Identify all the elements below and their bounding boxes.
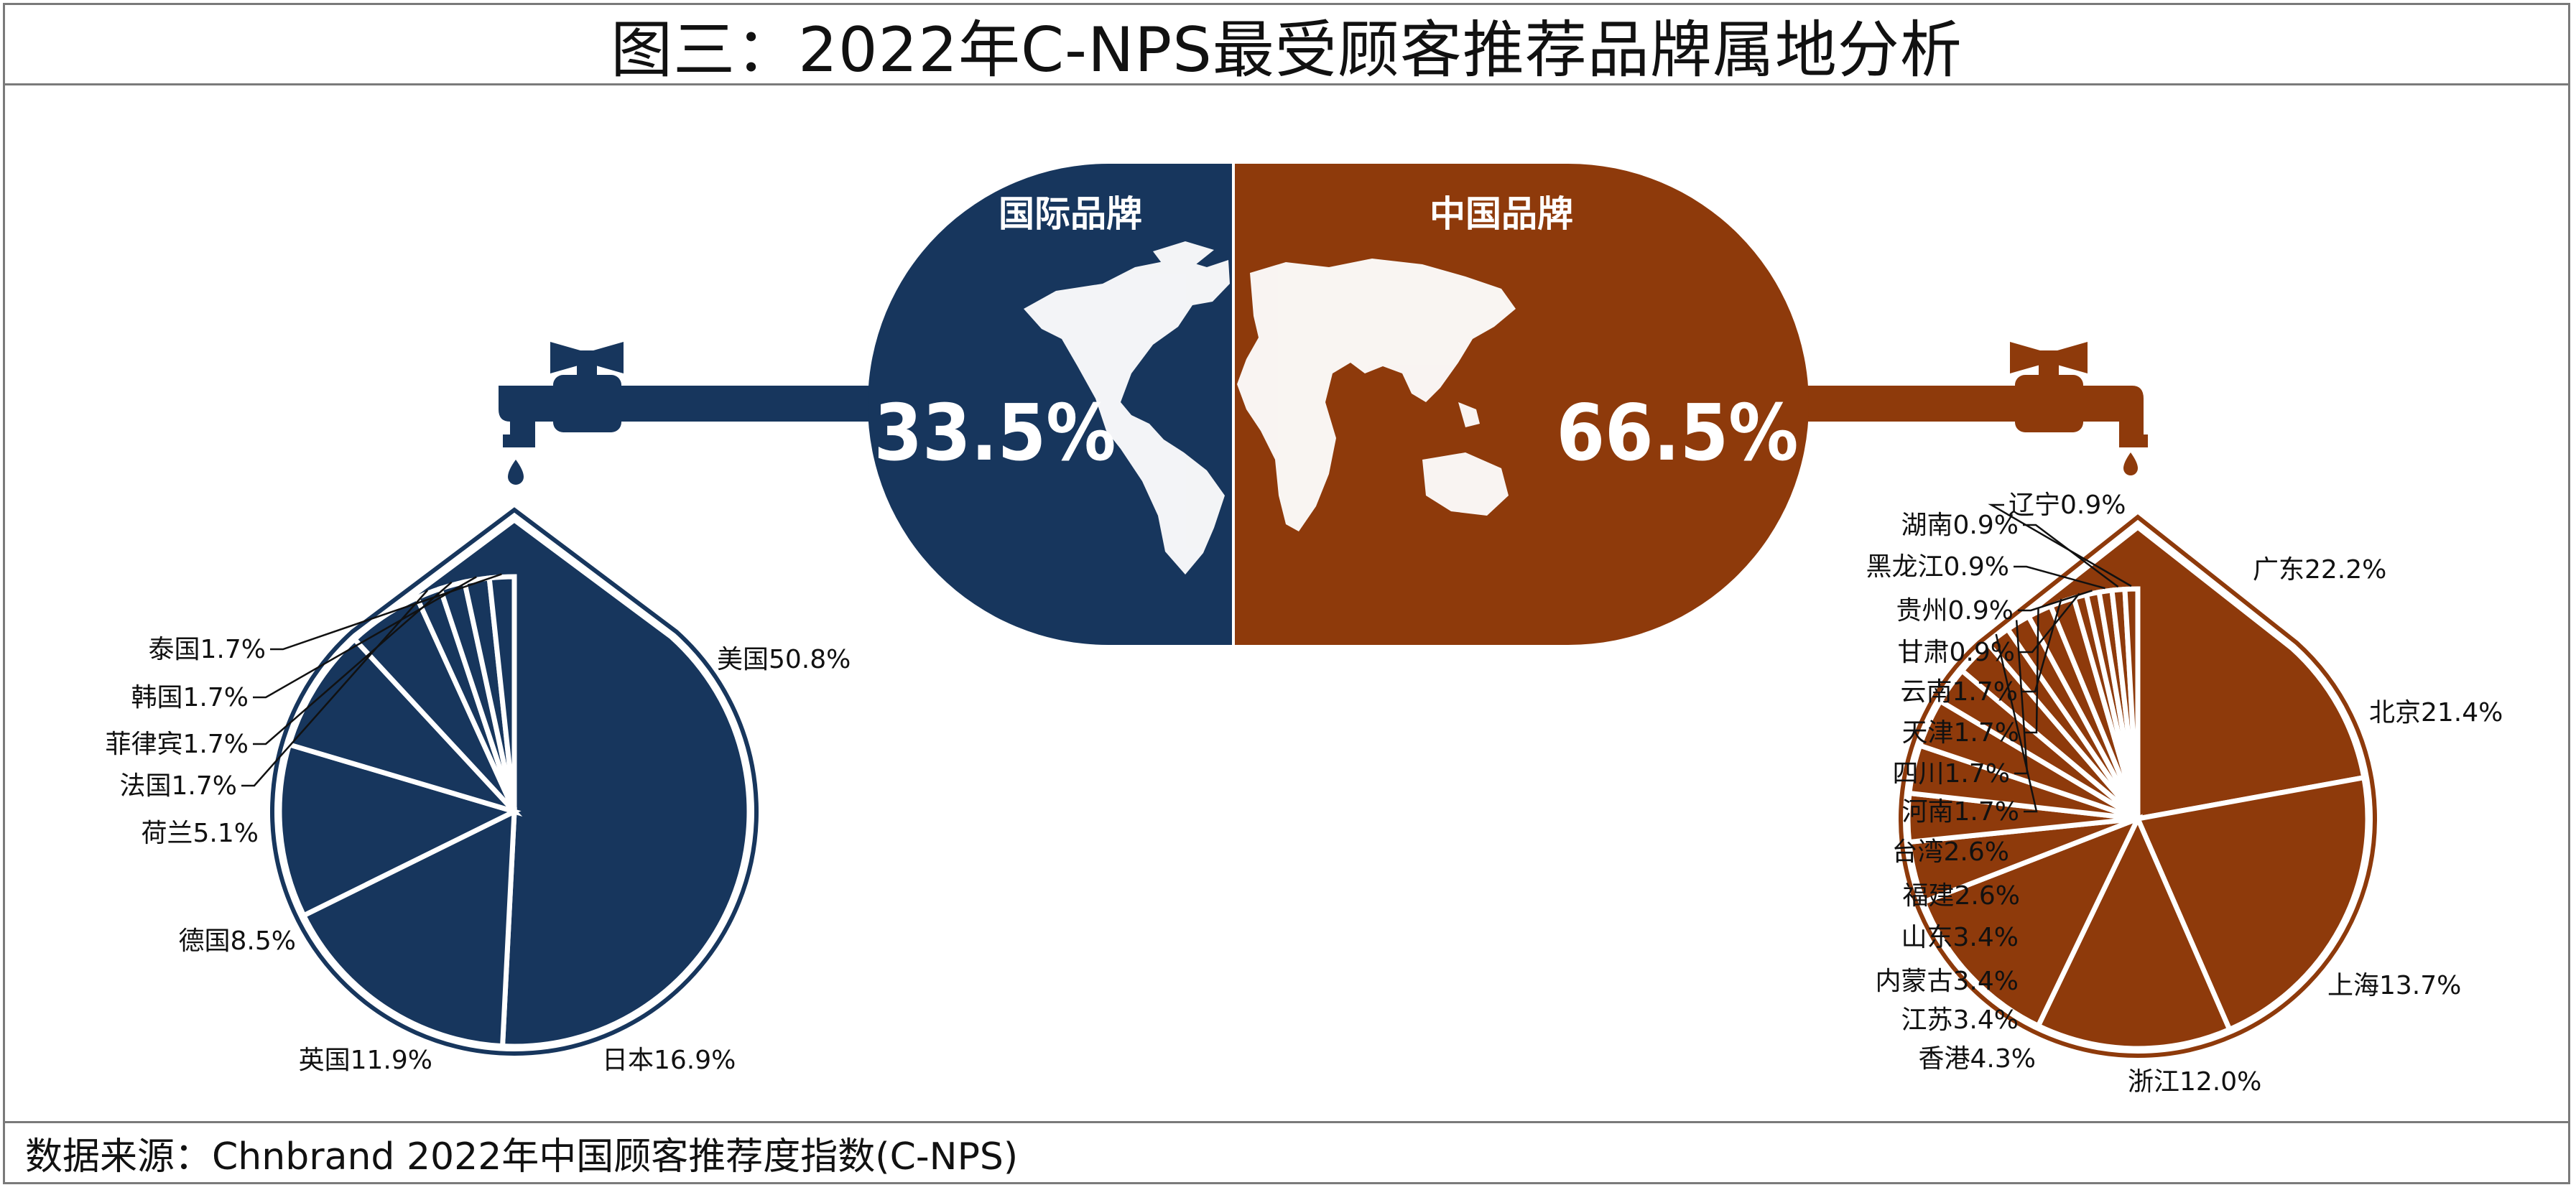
data-label-e6b996e58d97: 湖南0.9% <box>1901 511 2019 540</box>
leader-line <box>2022 598 2062 693</box>
chart-frame: 图三：2022年C-NPS最受顾客推荐品牌属地分析 数据来源：Chnbrand … <box>3 3 2570 1184</box>
data-label-e7a68fe5bbba: 福建2.6% <box>1903 881 2020 911</box>
pie-slice-e58c97e4baac <box>2134 774 2371 1033</box>
data-label-e6b3b0e59bbd: 泰国1.7% <box>149 635 266 664</box>
pie-slice-e88bb1e59bbd <box>277 741 522 919</box>
pie-slice-e4b88ae6b5b7 <box>2034 812 2233 1051</box>
data-label-e5a4a9e6b4a5: 天津1.7% <box>1902 718 2019 748</box>
data-label-e5b9bfe4b89c: 广东22.2% <box>2253 555 2386 585</box>
data-label-e58c97e4baac: 北京21.4% <box>2369 698 2503 728</box>
left-faucet-icon <box>499 342 884 485</box>
data-label-e99fa9e59bbd: 韩国1.7% <box>131 683 249 712</box>
left-percent: 33.5% <box>874 389 1116 478</box>
leader-line <box>2019 592 2080 654</box>
data-label-e5b1b1e4b89c: 山东3.4% <box>1901 923 2019 952</box>
leader-line <box>2024 608 2039 734</box>
data-label-e4b88ae6b5b7: 上海13.7% <box>2327 971 2461 1000</box>
data-label-e7be8ee59bbd: 美国50.8% <box>717 645 851 674</box>
pie-china: 广东22.2% 北京21.4% 上海13.7% 浙江12.0% 香港4.3% 江苏3.4%… <box>1866 491 2503 1097</box>
right-faucet-icon <box>1796 342 2148 475</box>
data-label-e9bb91e9be99e6b19f: 黑龙江0.9% <box>1866 552 2009 582</box>
data-label-e6b599e6b19f: 浙江12.0% <box>2128 1067 2261 1097</box>
leader-line <box>2014 565 2105 590</box>
data-label-e59b9be5b79d: 四川1.7% <box>1893 759 2010 789</box>
data-label-e8b4b5e5b79e: 贵州0.9% <box>1896 596 2014 626</box>
data-label-e4ba91e58d97: 云南1.7% <box>1901 677 2018 707</box>
pie-slice-e697a5e69cac <box>300 807 517 1049</box>
title-bar: 图三：2022年C-NPS最受顾客推荐品牌属地分析 <box>5 5 2568 86</box>
data-label-e9a699e6b8af: 香港4.3% <box>1919 1044 2036 1074</box>
data-label-e8bebde5ae81: 辽宁0.9% <box>2009 491 2126 520</box>
data-label-e6b395e59bbd: 法国1.7% <box>120 771 237 801</box>
data-label-e6b19fe88b8f: 江苏3.4% <box>1901 1005 2019 1035</box>
leader-line <box>270 573 502 651</box>
leader-line <box>2014 620 2029 775</box>
right-percent: 66.5% <box>1556 389 1798 478</box>
pie-international: 美国50.8% 日本16.9% 英国11.9% 德国8.5% 荷兰5.1% 法国1.7% 菲… <box>106 507 851 1075</box>
leader-line <box>241 590 429 787</box>
leader-line <box>2018 590 2093 612</box>
chart-title: 图三：2022年C-NPS最受顾客推荐品牌属地分析 <box>611 14 1963 86</box>
world-map-icon <box>1024 241 1516 575</box>
pie-slice-e8bebde5ae81 <box>2122 586 2141 819</box>
data-label-e88bb1e59bbd: 英国11.9% <box>299 1046 432 1075</box>
right-heading: 中国品牌 <box>1430 193 1573 235</box>
data-label-e58fb0e6b9be: 台湾2.6% <box>1892 837 2009 867</box>
data-label-e88fb2e5be8be5aebe: 菲律宾1.7% <box>106 730 249 759</box>
data-label-e58685e89299e58fa4: 内蒙古3.4% <box>1876 967 2019 996</box>
data-label-e5beb7e59bbd: 德国8.5% <box>179 926 296 956</box>
data-label-e6b2b3e58d97: 河南1.7% <box>1902 797 2019 827</box>
data-label-e79498e88283: 甘肃0.9% <box>1898 638 2015 667</box>
leader-line <box>253 576 477 699</box>
pie-slice-e6b599e6b19f <box>1920 814 2143 1030</box>
left-heading: 国际品牌 <box>999 193 1142 235</box>
data-label-e88db7e585b0: 荷兰5.1% <box>142 819 259 848</box>
center-capsule: 国际品牌 33.5% 中国品牌 66.5% <box>868 164 1809 645</box>
source-note: 数据来源：Chnbrand 2022年中国顾客推荐度指数(C-NPS) <box>25 1135 1019 1179</box>
leader-line <box>1995 633 2038 813</box>
footer-bar: 数据来源：Chnbrand 2022年中国顾客推荐度指数(C-NPS) <box>5 1121 2568 1182</box>
leader-line <box>253 581 453 745</box>
data-label-e697a5e69cac: 日本16.9% <box>602 1046 736 1075</box>
leader-line <box>1988 503 2132 587</box>
